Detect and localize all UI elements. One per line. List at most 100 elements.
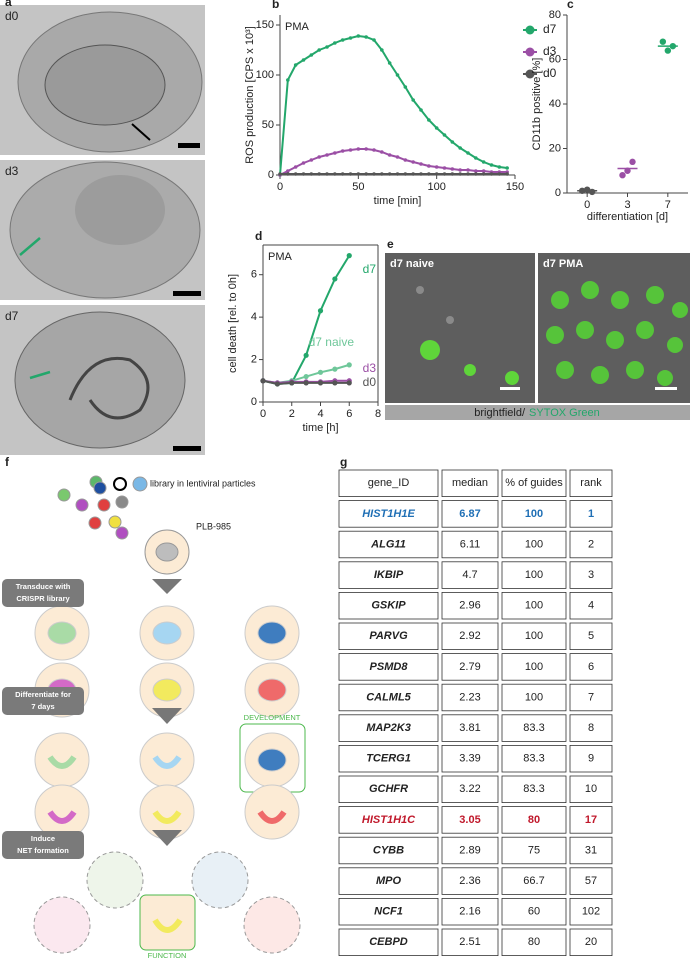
x-axis-label: time [min]	[374, 195, 422, 207]
data-point	[325, 45, 329, 49]
data-point	[489, 163, 494, 167]
series-label: d7 naive	[309, 335, 355, 349]
series-line	[262, 255, 351, 385]
table-cell	[338, 653, 439, 681]
table-cell	[441, 530, 499, 559]
data-point	[364, 35, 368, 39]
data-point	[380, 172, 384, 176]
data-point	[372, 172, 376, 176]
table-cell	[441, 775, 499, 804]
table-text: 100	[525, 691, 543, 703]
series-label: d3	[363, 361, 377, 375]
y-tick-label: 6	[251, 269, 257, 281]
table-cell	[441, 561, 499, 589]
table-cell	[501, 530, 567, 559]
data-point	[411, 160, 415, 164]
table-text: 100	[525, 538, 543, 550]
data-point	[624, 167, 631, 174]
x-tick-label: 0	[584, 199, 590, 211]
y-tick-label: 20	[549, 142, 561, 154]
table-cell	[441, 683, 499, 712]
table-cell	[338, 836, 439, 865]
data-point	[317, 380, 324, 386]
x-axis-label: time [h]	[302, 422, 338, 434]
fluorescence-images	[385, 253, 690, 420]
table-cell	[338, 592, 439, 620]
table-cell	[501, 898, 567, 926]
table-text: GSKIP	[371, 600, 406, 612]
data-point	[458, 146, 462, 150]
table-text: 9	[588, 753, 594, 765]
data-point	[427, 118, 431, 122]
arrow	[19, 237, 41, 256]
image-label: d0	[5, 9, 19, 23]
data-point	[340, 149, 345, 153]
function-label: FUNCTION	[148, 951, 187, 960]
data-point	[340, 38, 345, 42]
data-point	[286, 169, 290, 173]
table-text: 83.3	[523, 783, 544, 795]
y-tick-label: 100	[256, 69, 274, 81]
data-point	[286, 78, 290, 82]
table-cell	[501, 867, 567, 895]
data-point	[309, 172, 314, 176]
library-label: library in lentiviral particles	[150, 478, 256, 488]
table-cell	[441, 500, 499, 528]
table-cell	[569, 898, 613, 926]
table-cell	[338, 530, 439, 559]
table-cell	[501, 500, 567, 528]
table-text: 6	[588, 661, 594, 673]
table-text: 2.23	[459, 691, 480, 703]
image-label: d7	[5, 309, 19, 323]
data-point	[419, 162, 423, 166]
table-text: 10	[585, 783, 597, 795]
table-text: 6.11	[460, 538, 481, 550]
y-axis-label: ROS production [CPS x 10³]	[244, 26, 256, 164]
data-point	[458, 168, 462, 172]
data-point	[442, 133, 447, 137]
data-point	[583, 186, 591, 193]
table-cell	[441, 867, 499, 895]
caption-part: SYTOX Green	[529, 407, 600, 419]
table-cell	[338, 898, 439, 926]
data-point	[450, 172, 455, 176]
table-text: HIST1H1E	[362, 508, 415, 520]
annotation: PMA	[285, 21, 310, 33]
em-images	[0, 5, 205, 455]
data-point	[481, 160, 486, 164]
x-tick-label: 3	[624, 199, 630, 211]
data-point	[289, 380, 295, 386]
legend-swatch	[525, 47, 535, 57]
table-cell	[569, 836, 613, 865]
table-cell	[501, 714, 567, 742]
data-point	[442, 172, 447, 176]
data-point	[317, 155, 321, 159]
table-cell	[501, 928, 567, 957]
data-point	[481, 169, 486, 173]
data-point	[466, 168, 470, 172]
series-line	[279, 34, 508, 176]
table-text: 83.3	[523, 753, 544, 765]
data-point	[348, 36, 353, 40]
data-point	[387, 153, 392, 157]
legend-label: d3	[543, 44, 557, 58]
data-point	[356, 172, 361, 176]
data-point	[395, 172, 400, 176]
image-label: d7 naive	[390, 258, 434, 270]
scale-bar	[173, 446, 201, 451]
data-point	[411, 98, 415, 102]
data-point	[317, 308, 324, 314]
x-tick-label: 150	[506, 181, 524, 193]
table-text: 5	[588, 630, 594, 642]
data-point	[450, 167, 455, 171]
data-point	[434, 126, 439, 130]
data-point	[659, 38, 667, 45]
scale-bar	[500, 387, 520, 390]
data-point	[427, 172, 431, 176]
nucleus	[75, 175, 165, 245]
table-text: 3	[588, 569, 594, 581]
table-text: 31	[585, 844, 597, 856]
table-text: 2.92	[459, 630, 480, 642]
table-cell	[501, 653, 567, 681]
